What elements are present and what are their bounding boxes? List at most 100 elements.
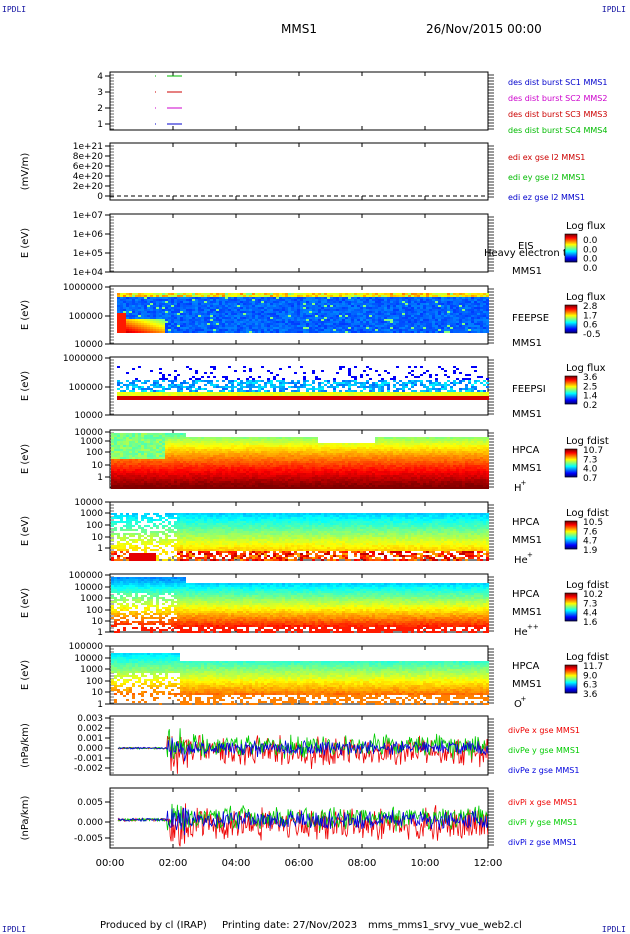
spectro-cell — [471, 293, 474, 295]
spectro-cell — [168, 465, 171, 467]
spectro-cell — [159, 319, 162, 321]
colorbar-step — [565, 259, 577, 261]
spectro-cell — [333, 382, 336, 384]
spectro-cell — [123, 447, 126, 449]
spectro-cell — [330, 307, 333, 309]
spectro-cell — [393, 384, 396, 386]
spectro-cell — [471, 319, 474, 321]
spectro-cell — [210, 323, 213, 325]
spectro-cell — [141, 297, 144, 299]
spectro-cell — [360, 374, 363, 376]
spectro-cell — [189, 368, 192, 370]
spectro-cell — [180, 392, 183, 394]
spectro-cell — [138, 461, 141, 463]
spectro-cell — [339, 384, 342, 386]
spectro-cell — [123, 303, 126, 305]
spectro-cell — [141, 445, 144, 447]
spectro-cell — [201, 483, 204, 485]
spectro-cell — [387, 309, 390, 311]
spectro-cell — [318, 327, 321, 329]
spectro-cell — [222, 309, 225, 311]
spectro-cell — [372, 321, 375, 323]
spectro-cell — [315, 301, 318, 303]
spectro-cell — [306, 311, 309, 313]
spectro-cell — [126, 305, 129, 307]
spectro-cell — [279, 398, 282, 400]
spectro-cell — [411, 396, 414, 398]
spectro-cell — [423, 321, 426, 323]
spectro-cell — [189, 471, 192, 473]
colorbar-step — [565, 260, 577, 262]
spectro-cell — [480, 303, 483, 305]
spectro-cell — [399, 327, 402, 329]
spectro-cell — [117, 303, 120, 305]
spectro-cell — [129, 457, 132, 459]
spectro-cell — [351, 301, 354, 303]
spectro-cell — [231, 317, 234, 319]
spectro-cell — [408, 297, 411, 299]
spectro-cell — [282, 392, 285, 394]
spectro-cell — [153, 441, 156, 443]
spectro-cell — [438, 329, 441, 331]
spectro-cell — [168, 447, 171, 449]
spectro-cell — [426, 303, 429, 305]
spectro-cell — [243, 327, 246, 329]
spectro-cell — [447, 305, 450, 307]
spectro-cell — [324, 392, 327, 394]
spectro-cell — [486, 317, 489, 319]
spectro-cell — [297, 386, 300, 388]
spectro-cell — [168, 327, 171, 329]
spectro-cell — [255, 303, 258, 305]
spectro-cell — [141, 317, 144, 319]
spectro-cell — [300, 297, 303, 299]
spectro-cell — [438, 382, 441, 384]
spectro-cell — [207, 483, 210, 485]
spectro-cell — [459, 321, 462, 323]
spectro-cell — [141, 455, 144, 457]
spectro-cell — [144, 475, 147, 477]
spectro-cell — [252, 293, 255, 295]
spectro-cell — [459, 327, 462, 329]
spectro-cell — [354, 315, 357, 317]
spectro-cell — [237, 313, 240, 315]
spectro-cell — [330, 315, 333, 317]
spectro-cell — [213, 376, 216, 378]
spectro-cell — [129, 313, 132, 315]
spectro-cell — [213, 321, 216, 323]
spectro-cell — [327, 295, 330, 297]
spectro-cell — [111, 441, 114, 443]
spectro-cell — [342, 382, 345, 384]
spectro-cell — [222, 398, 225, 400]
spectro-cell — [141, 390, 144, 392]
spectro-cell — [135, 459, 138, 461]
spectro-cell — [186, 471, 189, 473]
spectro-cell — [210, 457, 213, 459]
spectro-cell — [270, 329, 273, 331]
spectro-cell — [411, 323, 414, 325]
burst-dot — [155, 107, 156, 109]
spectro-cell — [141, 309, 144, 311]
colorbar-step — [565, 398, 577, 400]
spectro-cell — [396, 388, 399, 390]
spectro-cell — [159, 471, 162, 473]
spectro-cell — [327, 327, 330, 329]
spectro-cell — [189, 445, 192, 447]
spectro-cell — [144, 309, 147, 311]
spectro-cell — [222, 390, 225, 392]
spectro-cell — [432, 315, 435, 317]
spectro-cell — [117, 398, 120, 400]
spectro-cell — [435, 384, 438, 386]
spectro-cell — [246, 327, 249, 329]
spectro-cell — [348, 299, 351, 301]
spectro-cell — [417, 307, 420, 309]
spectro-cell — [177, 299, 180, 301]
spectro-cell — [342, 317, 345, 319]
spectro-cell — [147, 459, 150, 461]
spectro-cell — [474, 396, 477, 398]
spectro-cell — [144, 451, 147, 453]
spectro-cell — [243, 315, 246, 317]
spectro-cell — [393, 329, 396, 331]
spectro-cell — [168, 309, 171, 311]
spectro-cell — [426, 319, 429, 321]
spectro-cell — [126, 467, 129, 469]
